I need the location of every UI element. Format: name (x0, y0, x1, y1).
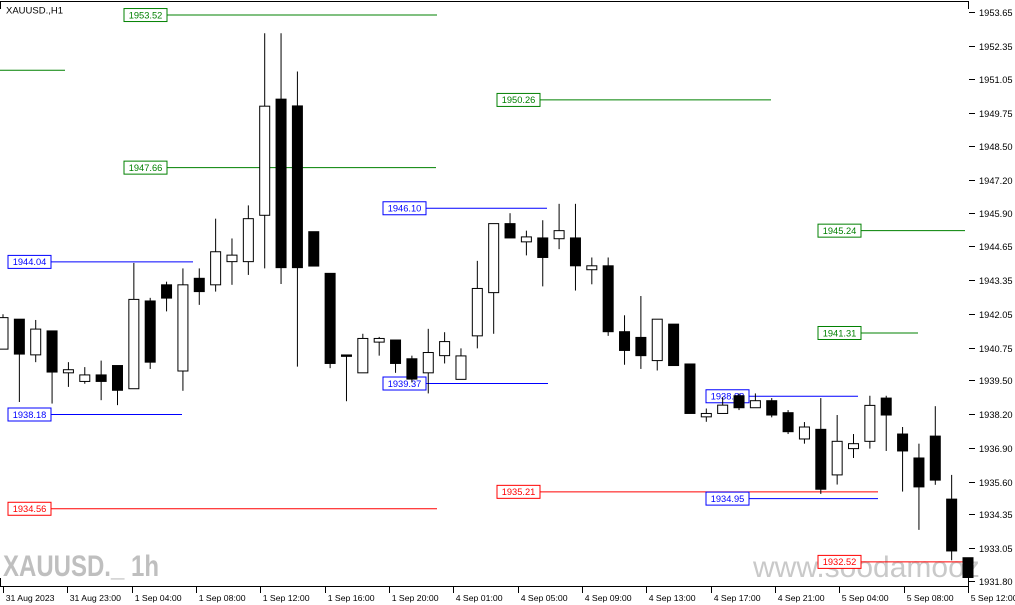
svg-text:4 Sep 17:00: 4 Sep 17:00 (714, 593, 761, 603)
svg-text:1945.90: 1945.90 (979, 209, 1013, 219)
svg-text:31 Aug 2023: 31 Aug 2023 (6, 593, 55, 603)
svg-text:1934.35: 1934.35 (979, 510, 1013, 520)
svg-text:1940.75: 1940.75 (979, 344, 1013, 354)
svg-text:5 Sep 12:00: 5 Sep 12:00 (971, 593, 1015, 603)
svg-text:XAUUSD.,H1: XAUUSD.,H1 (6, 6, 63, 17)
svg-text:1939.37: 1939.37 (388, 379, 422, 389)
svg-text:1952.35: 1952.35 (979, 42, 1013, 52)
svg-text:1944.65: 1944.65 (979, 242, 1013, 252)
svg-text:1936.90: 1936.90 (979, 444, 1013, 454)
svg-text:1945.24: 1945.24 (823, 226, 857, 236)
svg-text:1950.26: 1950.26 (502, 95, 536, 105)
svg-text:1948.50: 1948.50 (979, 142, 1013, 152)
svg-text:1933.05: 1933.05 (979, 544, 1013, 554)
svg-text:4 Sep 01:00: 4 Sep 01:00 (456, 593, 503, 603)
svg-text:1 Sep 16:00: 1 Sep 16:00 (328, 593, 375, 603)
svg-text:www.soodamooz: www.soodamooz (752, 551, 980, 584)
svg-text:1947.66: 1947.66 (129, 163, 163, 173)
svg-text:1941.31: 1941.31 (823, 328, 857, 338)
svg-text:1953.52: 1953.52 (129, 10, 163, 20)
svg-text:1935.60: 1935.60 (979, 478, 1013, 488)
svg-text:1938.18: 1938.18 (13, 410, 47, 420)
svg-text:XAUUSD._ 1h: XAUUSD._ 1h (3, 548, 159, 582)
svg-text:4 Sep 09:00: 4 Sep 09:00 (585, 593, 632, 603)
svg-text:1944.04: 1944.04 (13, 257, 47, 267)
svg-text:4 Sep 21:00: 4 Sep 21:00 (778, 593, 825, 603)
svg-text:1 Sep 12:00: 1 Sep 12:00 (263, 593, 310, 603)
svg-text:5 Sep 08:00: 5 Sep 08:00 (907, 593, 954, 603)
svg-text:1 Sep 08:00: 1 Sep 08:00 (199, 593, 246, 603)
svg-text:1 Sep 04:00: 1 Sep 04:00 (135, 593, 182, 603)
svg-text:1935.21: 1935.21 (502, 487, 536, 497)
svg-text:4 Sep 05:00: 4 Sep 05:00 (521, 593, 568, 603)
svg-text:5 Sep 04:00: 5 Sep 04:00 (842, 593, 889, 603)
svg-text:1938.20: 1938.20 (979, 410, 1013, 420)
svg-text:1939.50: 1939.50 (979, 376, 1013, 386)
svg-text:1947.20: 1947.20 (979, 176, 1013, 186)
svg-text:1942.05: 1942.05 (979, 310, 1013, 320)
svg-text:1943.35: 1943.35 (979, 276, 1013, 286)
svg-text:1934.56: 1934.56 (13, 504, 47, 514)
svg-text:1934.95: 1934.95 (711, 494, 745, 504)
svg-text:1946.10: 1946.10 (388, 204, 422, 214)
svg-text:1953.65: 1953.65 (979, 8, 1013, 18)
svg-text:1949.75: 1949.75 (979, 109, 1013, 119)
svg-text:1951.05: 1951.05 (979, 75, 1013, 85)
svg-text:1932.52: 1932.52 (823, 557, 857, 567)
svg-text:1 Sep 20:00: 1 Sep 20:00 (392, 593, 439, 603)
svg-text:31 Aug 23:00: 31 Aug 23:00 (70, 593, 121, 603)
svg-text:4 Sep 13:00: 4 Sep 13:00 (649, 593, 696, 603)
svg-text:1931.80: 1931.80 (979, 577, 1013, 587)
